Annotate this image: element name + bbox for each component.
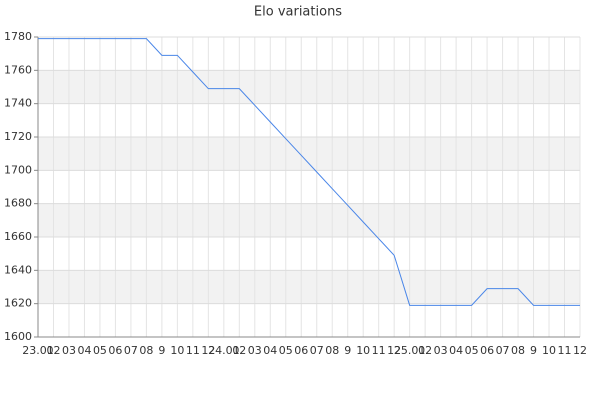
grid-band [38, 137, 580, 171]
x-tick-label: 02 [46, 344, 60, 357]
x-tick-label: 04 [77, 344, 91, 357]
y-tick-label: 1760 [4, 63, 32, 76]
x-tick-label: 03 [434, 344, 448, 357]
y-tick-label: 1700 [4, 163, 32, 176]
y-tick-label: 1620 [4, 297, 32, 310]
y-tick-label: 1640 [4, 263, 32, 276]
y-tick-label: 1600 [4, 330, 32, 343]
x-tick-label: 24.01 [208, 344, 240, 357]
x-tick-label: 10 [170, 344, 184, 357]
grid-band [38, 70, 580, 104]
grid-band [38, 270, 580, 304]
x-tick-label: 08 [511, 344, 525, 357]
x-tick-label: 08 [325, 344, 339, 357]
x-tick-label: 12 [573, 344, 587, 357]
y-tick-label: 1720 [4, 130, 32, 143]
x-tick-label: 06 [294, 344, 308, 357]
y-tick-label: 1680 [4, 197, 32, 210]
x-tick-label: 11 [186, 344, 200, 357]
x-tick-label: 12 [387, 344, 401, 357]
x-tick-label: 12 [201, 344, 215, 357]
x-tick-label: 25.01 [394, 344, 426, 357]
x-tick-label: 06 [480, 344, 494, 357]
x-tick-label: 9 [530, 344, 537, 357]
x-tick-label: 03 [248, 344, 262, 357]
x-tick-label: 04 [263, 344, 277, 357]
x-tick-label: 04 [449, 344, 463, 357]
x-tick-label: 02 [418, 344, 432, 357]
x-tick-label: 07 [310, 344, 324, 357]
x-tick-label: 05 [93, 344, 107, 357]
x-tick-label: 02 [232, 344, 246, 357]
y-tick-label: 1740 [4, 97, 32, 110]
x-tick-label: 11 [372, 344, 386, 357]
x-tick-label: 07 [124, 344, 138, 357]
x-tick-label: 03 [62, 344, 76, 357]
y-tick-label: 1660 [4, 230, 32, 243]
x-tick-label: 9 [344, 344, 351, 357]
grid-band [38, 203, 580, 237]
x-tick-label: 06 [108, 344, 122, 357]
x-tick-label: 23.01 [22, 344, 54, 357]
x-tick-label: 10 [542, 344, 556, 357]
x-tick-label: 10 [356, 344, 370, 357]
x-tick-label: 11 [558, 344, 572, 357]
data-line [38, 38, 580, 306]
x-tick-label: 05 [465, 344, 479, 357]
x-tick-label: 07 [496, 344, 510, 357]
x-tick-label: 08 [139, 344, 153, 357]
x-tick-label: 9 [158, 344, 165, 357]
chart-title: Elo variations [254, 5, 342, 20]
y-tick-label: 1780 [4, 30, 32, 43]
x-tick-label: 05 [279, 344, 293, 357]
